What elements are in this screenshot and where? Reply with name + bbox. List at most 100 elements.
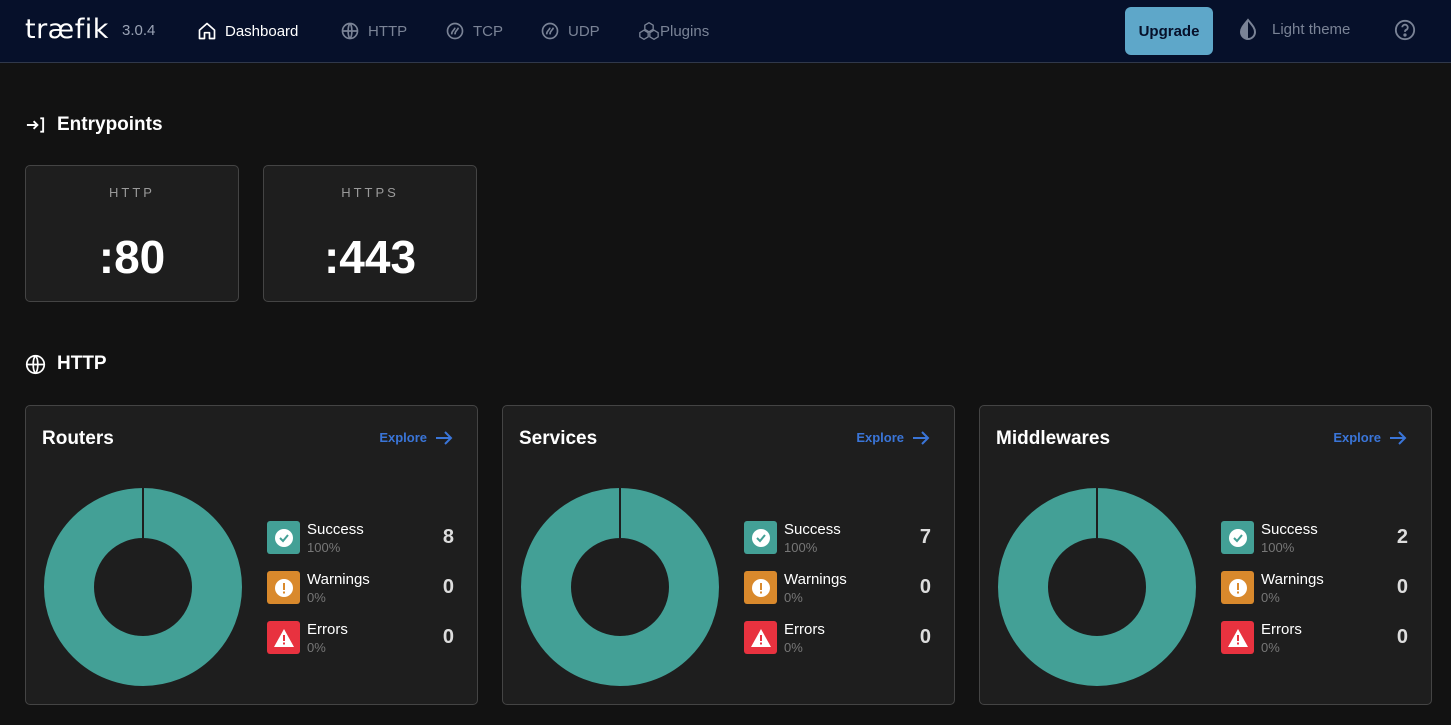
entrypoint-card-http: HTTP :80	[25, 165, 239, 302]
version-label: 3.0.4	[122, 22, 156, 39]
theme-toggle[interactable]: Light theme	[1238, 18, 1350, 40]
plugins-icon	[639, 22, 659, 40]
legend-success: Success 100% 8	[267, 521, 454, 555]
legend-count: 8	[442, 526, 454, 548]
warning-circle-icon	[274, 578, 293, 597]
legend-count: 7	[919, 526, 931, 548]
nav-plugins[interactable]: Plugins	[638, 18, 709, 44]
legend-label: Errors	[1261, 621, 1302, 638]
warning-badge	[744, 571, 777, 604]
status-donut-chart	[44, 488, 242, 686]
error-badge	[267, 621, 300, 654]
legend-warnings: Warnings 0% 0	[1221, 571, 1408, 605]
check-circle-icon	[1228, 528, 1247, 547]
legend-errors: Errors 0% 0	[744, 621, 931, 655]
theme-drop-icon	[1239, 18, 1257, 40]
legend-percent: 100%	[307, 540, 341, 555]
legend-count: 2	[1396, 526, 1408, 548]
legend-label: Success	[1261, 521, 1318, 538]
legend-label: Errors	[307, 621, 348, 638]
error-badge	[744, 621, 777, 654]
success-badge	[267, 521, 300, 554]
services-card: Services Explore Success 100% 7 Warnings…	[502, 405, 955, 705]
arrow-right-icon	[436, 430, 453, 445]
legend-label: Success	[307, 521, 364, 538]
explore-label: Explore	[1333, 430, 1381, 445]
legend-success: Success 100% 2	[1221, 521, 1408, 555]
legend-count: 0	[1396, 626, 1408, 648]
card-title: Services	[519, 428, 598, 449]
legend-percent: 0%	[1261, 590, 1280, 605]
globe-icon	[25, 354, 46, 374]
entrypoints-heading: Entrypoints	[25, 114, 163, 136]
traefik-logo[interactable]: træfik	[25, 14, 109, 45]
explore-link[interactable]: Explore	[1333, 430, 1407, 445]
nav-udp-label: UDP	[568, 22, 600, 40]
legend-success: Success 100% 7	[744, 521, 931, 555]
legend-errors: Errors 0% 0	[1221, 621, 1408, 655]
legend-percent: 0%	[1261, 640, 1280, 655]
legend-percent: 0%	[784, 590, 803, 605]
legend-label: Warnings	[784, 571, 847, 588]
arrow-right-icon	[1390, 430, 1407, 445]
legend-count: 0	[919, 576, 931, 598]
nav-http-label: HTTP	[368, 22, 408, 40]
legend-warnings: Warnings 0% 0	[267, 571, 454, 605]
http-title: HTTP	[57, 353, 107, 374]
entrypoint-name: HTTP	[109, 185, 155, 200]
entrypoint-name: HTTPS	[341, 185, 399, 200]
legend-label: Errors	[784, 621, 825, 638]
check-circle-icon	[274, 528, 293, 547]
arrow-right-icon	[913, 430, 930, 445]
entrypoint-port: :443	[323, 231, 417, 283]
http-heading: HTTP	[25, 353, 107, 375]
error-triangle-icon	[750, 628, 771, 647]
card-title: Middlewares	[996, 428, 1111, 449]
globe-icon	[341, 22, 359, 40]
warning-badge	[267, 571, 300, 604]
legend-percent: 100%	[784, 540, 818, 555]
legend-label: Success	[784, 521, 841, 538]
warning-circle-icon	[751, 578, 770, 597]
legend-warnings: Warnings 0% 0	[744, 571, 931, 605]
middlewares-card: Middlewares Explore Success 100% 2 Warni…	[979, 405, 1432, 705]
nav-dashboard-label: Dashboard	[225, 22, 299, 40]
home-icon	[198, 22, 216, 40]
legend-percent: 0%	[307, 590, 326, 605]
nav-tcp[interactable]: TCP	[445, 18, 503, 44]
upgrade-button[interactable]: Upgrade	[1125, 7, 1213, 55]
theme-toggle-label: Light theme	[1272, 20, 1351, 38]
routers-card: Routers Explore Success 100% 8 Warnings …	[25, 405, 478, 705]
warning-circle-icon	[1228, 578, 1247, 597]
entrypoints-title: Entrypoints	[57, 114, 163, 135]
nav-tcp-label: TCP	[473, 22, 503, 40]
legend-count: 0	[442, 626, 454, 648]
udp-icon	[541, 22, 559, 40]
nav-plugins-label: Plugins	[660, 22, 710, 40]
tcp-icon	[446, 22, 464, 40]
nav-http[interactable]: HTTP	[340, 18, 407, 44]
card-title: Routers	[42, 428, 114, 449]
error-triangle-icon	[1227, 628, 1248, 647]
legend-errors: Errors 0% 0	[267, 621, 454, 655]
help-icon[interactable]	[1394, 19, 1416, 41]
legend-count: 0	[1396, 576, 1408, 598]
entrypoint-card-https: HTTPS :443	[263, 165, 477, 302]
explore-label: Explore	[379, 430, 427, 445]
explore-link[interactable]: Explore	[856, 430, 930, 445]
check-circle-icon	[751, 528, 770, 547]
status-donut-chart	[998, 488, 1196, 686]
success-badge	[744, 521, 777, 554]
legend-percent: 0%	[307, 640, 326, 655]
status-donut-chart	[521, 488, 719, 686]
error-badge	[1221, 621, 1254, 654]
explore-link[interactable]: Explore	[379, 430, 453, 445]
legend-percent: 100%	[1261, 540, 1295, 555]
nav-dashboard[interactable]: Dashboard	[197, 18, 298, 44]
legend-count: 0	[442, 576, 454, 598]
top-navbar: træfik 3.0.4 Dashboard HTTP TCP UDP Plug…	[0, 0, 1451, 63]
explore-label: Explore	[856, 430, 904, 445]
legend-label: Warnings	[1261, 571, 1324, 588]
legend-percent: 0%	[784, 640, 803, 655]
nav-udp[interactable]: UDP	[540, 18, 600, 44]
